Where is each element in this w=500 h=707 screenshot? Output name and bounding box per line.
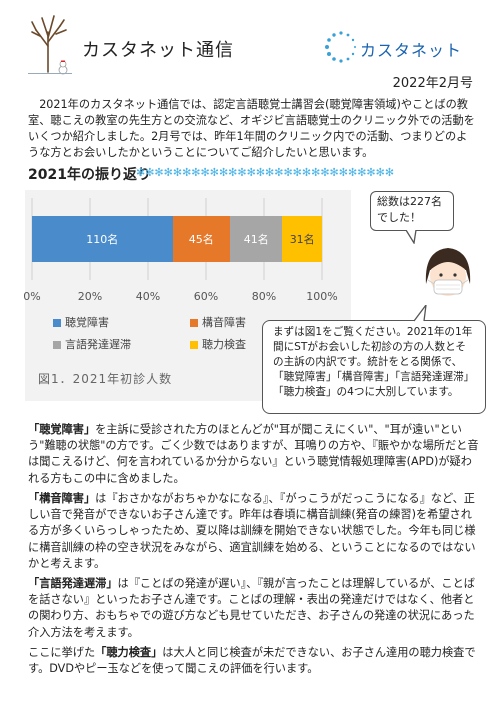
winter-tree-illustration [28, 15, 72, 75]
castanet-logo: カスタネット [324, 30, 474, 64]
legend-label: 聴力検査 [202, 338, 246, 351]
paragraph-articulation: 「構音障害」は『おさかながおちゃかなになる』、『がっこうがだっこうになる』など、… [28, 491, 480, 572]
dot-ring-icon [325, 31, 356, 63]
star-divider: ✻✻✻✻✻✻✻✻✻✻✻✻✻✻✻✻✻✻✻✻✻✻✻✻✻✻✻✻ [136, 166, 395, 179]
x-tick-label: 80% [251, 290, 277, 303]
x-tick-label: 60% [193, 290, 219, 303]
keyword-hearing-test: 「聴力検査」 [95, 646, 163, 659]
logo-text: カスタネット [360, 41, 463, 60]
legend-swatch [190, 341, 198, 349]
legend-label: 聴覚障害 [65, 316, 109, 329]
legend-label: 構音障害 [202, 316, 246, 329]
bar-segment-1: 45名 [172, 216, 230, 262]
paragraph-hearing-test: ここに挙げた「聴力検査」は大人と同じ検査が未だできない、お子さん達用の聴力検査で… [28, 645, 480, 677]
chart-caption: 図1．2021年初診人数 [38, 372, 173, 386]
x-tick-label: 0% [23, 290, 41, 303]
legend-label: 言語発達遅滞 [65, 338, 131, 351]
speech-bubble-explanation: まずは図1をご覧ください。2021年の1年間にSTがお会いした初診の方の人数とそ… [262, 320, 486, 414]
bar-segment-2: 41名 [230, 216, 283, 262]
keyword-language: 「言語発達遅滞」 [28, 577, 118, 590]
paragraph-text: は大人と同じ検査が未だできない、お子さん達用の聴力検査です。DVDやピー玉などを… [28, 646, 476, 676]
legend-item-0: 聴覚障害 [53, 314, 109, 330]
issue-date: 2022年2月号 [392, 76, 473, 91]
legend-item-2: 言語発達遅滞 [53, 336, 131, 352]
legend-swatch [53, 341, 61, 349]
keyword-hearing: 「聴覚障害」 [28, 423, 96, 436]
paragraph-text: ここに挙げた [28, 646, 96, 659]
bubble-tail [405, 230, 417, 244]
x-tick-label: 100% [306, 290, 338, 303]
x-tick-label: 20% [77, 290, 103, 303]
speech-bubble-total: 総数は227名でした！ [370, 191, 454, 231]
bar-segment-0: 110名 [32, 216, 173, 262]
newsletter-title: カスタネット通信 [82, 40, 234, 61]
legend-swatch [190, 319, 198, 327]
paragraph-language: 「言語発達遅滞」は『ことばの発達が遅い』、『親が言ったことは理解しているが、こと… [28, 576, 480, 641]
paragraph-hearing: 「聴覚障害」を主訴に受診された方のほとんどが"耳が聞こえにくい"、"耳が遠い"と… [28, 422, 480, 487]
bar-segment-3: 31名 [282, 216, 322, 262]
legend-item-3: 聴力検査 [190, 336, 246, 352]
keyword-articulation: 「構音障害」 [28, 492, 96, 505]
paragraph-text: は『おさかながおちゃかなになる』、『がっこうがだっこうになる』など、正しい音で発… [28, 492, 476, 570]
legend-item-1: 構音障害 [190, 314, 246, 330]
paragraph-text: は『ことばの発達が遅い』、『親が言ったことは理解しているが、ことばを話さない』と… [28, 577, 475, 639]
paragraph-text: を主訴に受診された方のほとんどが"耳が聞こえにくい"、"耳が遠い"という"難聴の… [28, 423, 479, 485]
x-tick-label: 40% [135, 290, 161, 303]
intro-paragraph: 2021年のカスタネット通信では、認定言語聴覚士講習会(聴覚障害領域)やことばの… [28, 98, 475, 159]
therapist-avatar-icon [425, 248, 471, 296]
bubble-tail-main [413, 305, 427, 322]
section-title: 2021年の振り返り [28, 167, 151, 183]
legend-swatch [53, 319, 61, 327]
